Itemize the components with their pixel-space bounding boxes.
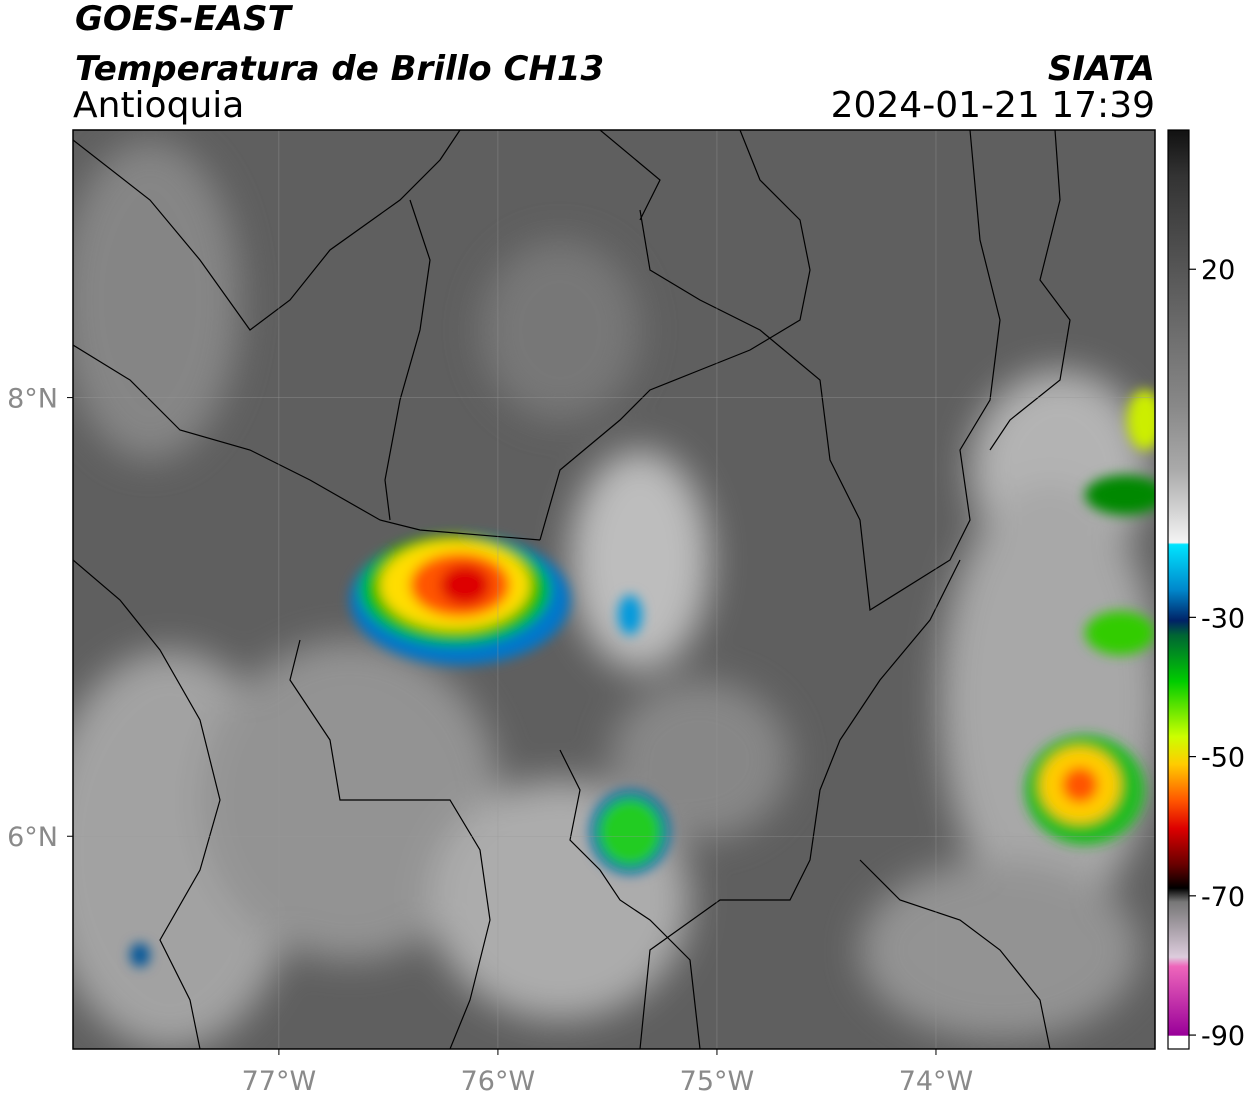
- map-frame: [72, 129, 1156, 1050]
- satellite-image: [73, 130, 1155, 1049]
- title: GOES-EAST: [75, 0, 294, 39]
- y-tick-label: 8°N: [7, 384, 58, 415]
- x-tick-label: 76°W: [461, 1066, 536, 1097]
- datetime: 2024-01-21 17:39: [831, 85, 1155, 126]
- colorbar: [1167, 129, 1190, 1050]
- colorbar-tick-label: 20: [1201, 255, 1235, 286]
- x-tick-label: 77°W: [242, 1066, 317, 1097]
- colorbar-tick-label: -50: [1201, 743, 1245, 774]
- colorbar-tick-label: -90: [1201, 1021, 1245, 1052]
- colorbar-tick-label: -30: [1201, 603, 1245, 634]
- colorbar-tick-label: -70: [1201, 882, 1245, 913]
- y-tick-label: 6°N: [7, 822, 58, 853]
- region: Antioquia: [73, 85, 244, 126]
- graticule: [73, 130, 1155, 1049]
- subtitle: Temperatura de Brillo CH13: [75, 49, 604, 89]
- x-tick-label: 75°W: [680, 1066, 755, 1097]
- source: SIATA: [1048, 49, 1155, 89]
- x-tick-label: 74°W: [899, 1066, 974, 1097]
